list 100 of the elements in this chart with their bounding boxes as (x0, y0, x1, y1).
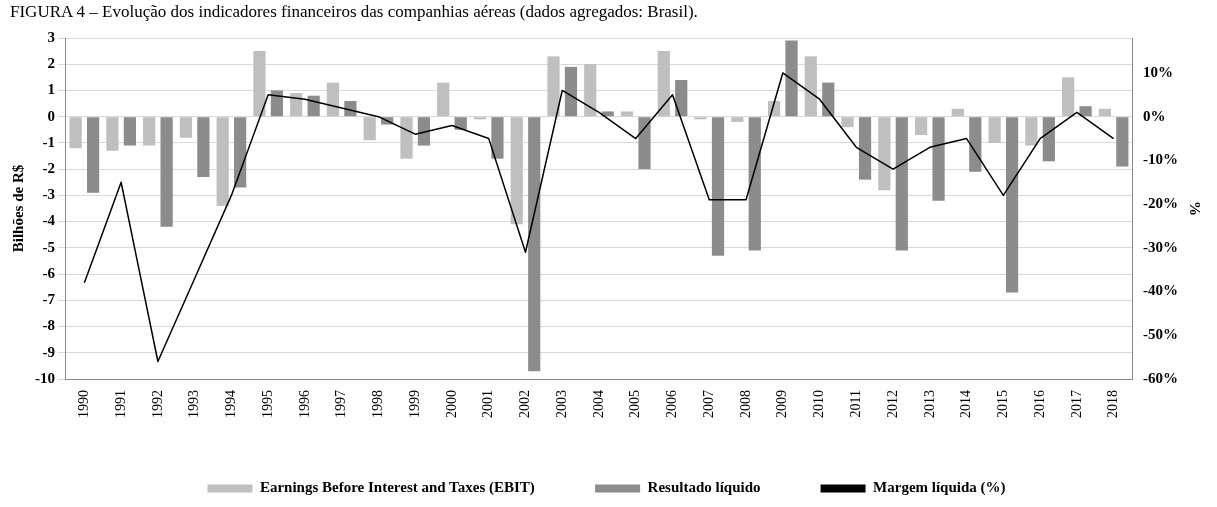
bar (197, 117, 210, 178)
x-tick-label: 1995 (259, 390, 275, 418)
x-tick-label: 1999 (406, 390, 422, 418)
bar (363, 117, 376, 141)
y-tick-label: -1 (42, 133, 55, 150)
y-tick-label: -9 (42, 343, 55, 360)
y2-tick-label: -10% (1143, 151, 1178, 168)
x-tick-label: 1992 (149, 390, 165, 418)
x-tick-label: 1993 (186, 390, 202, 418)
bar (822, 82, 835, 117)
y-tick-label: 3 (47, 28, 55, 45)
bar (969, 117, 982, 172)
x-tick-label: 2013 (921, 390, 937, 418)
y-tick-label: -6 (42, 264, 56, 281)
bar (143, 117, 156, 146)
x-tick-label: 2014 (958, 390, 974, 418)
y-tick-label: -7 (42, 291, 56, 308)
bar (86, 117, 100, 193)
x-tick-label: 2009 (774, 390, 790, 418)
x-tick-label: 2003 (553, 390, 569, 418)
bar (234, 117, 247, 188)
bar (69, 117, 82, 149)
x-tick-label: 1990 (76, 390, 92, 418)
x-tick-label: 2018 (1105, 390, 1121, 418)
x-tick-label: 1991 (112, 390, 128, 418)
bar (988, 117, 1001, 143)
x-tick-label: 2015 (995, 390, 1011, 418)
y2-tick-label: 0% (1143, 107, 1166, 124)
bar (106, 117, 119, 151)
x-tick-label: 2002 (517, 390, 533, 418)
bar (858, 117, 872, 180)
y-tick-label: -4 (42, 212, 56, 229)
bar (601, 111, 614, 117)
bar (1116, 117, 1129, 167)
bar (179, 117, 193, 138)
x-tick-label: 1997 (333, 390, 349, 418)
x-tick-label: 2010 (811, 390, 827, 418)
legend-label: Resultado líquido (647, 479, 761, 496)
y2-tick-label: -20% (1143, 195, 1178, 211)
y-tick-label: 2 (47, 55, 55, 72)
bar (711, 117, 725, 256)
bar (473, 117, 487, 120)
bar (675, 79, 688, 117)
bar (914, 117, 928, 136)
y-tick-label: -8 (42, 317, 55, 334)
bar (400, 117, 413, 159)
bar (657, 51, 670, 117)
y-tick-label: 0 (47, 107, 55, 124)
y2-tick-label: -50% (1143, 326, 1178, 343)
y-tick-label: -10 (35, 369, 55, 386)
y-tick-label: -5 (42, 238, 55, 255)
y-axis-title: Bilhões de R$ (9, 164, 26, 253)
bar (1098, 108, 1112, 117)
x-tick-label: 1996 (296, 390, 312, 418)
x-tick-label: 2000 (443, 390, 459, 418)
x-tick-label: 2005 (627, 390, 643, 418)
bar (895, 117, 908, 251)
bar (216, 117, 229, 206)
bar (564, 66, 578, 117)
legend-label: Earnings Before Interest and Taxes (EBIT) (259, 479, 535, 497)
bar (253, 51, 266, 117)
y2-tick-label: 10% (1143, 63, 1173, 80)
x-tick-label: 2017 (1068, 390, 1084, 418)
bar (731, 117, 744, 122)
bar (123, 117, 136, 146)
bar (620, 111, 634, 117)
bar (694, 117, 707, 120)
x-tick-label: 1994 (223, 390, 239, 418)
y-tick-label: -3 (42, 186, 55, 203)
x-tick-label: 2008 (737, 390, 753, 418)
bar (1079, 106, 1092, 117)
x-tick-label: 2004 (590, 390, 606, 418)
chart-title: FIGURA 4 – Evolução dos indicadores financeiros das companhias aéreas (dados agregados: Brasil). (9, 1, 699, 23)
x-tick-label: 2012 (884, 390, 900, 418)
bar (785, 40, 798, 117)
x-tick-label: 2016 (1031, 390, 1047, 418)
legend-label: Margem líquida (%) (873, 479, 1006, 497)
y2-axis-title: % (1187, 201, 1204, 216)
x-tick-label: 2006 (664, 390, 680, 418)
bar (290, 93, 303, 117)
y-tick-label: -2 (42, 160, 55, 177)
bar (510, 117, 523, 225)
bar (841, 117, 854, 128)
bar (270, 90, 284, 117)
bar (326, 82, 340, 117)
bar (748, 117, 761, 251)
y2-tick-label: -60% (1143, 369, 1178, 386)
bar (1025, 117, 1038, 146)
bar (547, 56, 560, 117)
y2-tick-label: -40% (1143, 282, 1178, 299)
y2-tick-label: -30% (1143, 238, 1178, 255)
bar (951, 108, 964, 117)
y-tick-label: 1 (47, 81, 55, 98)
bar (804, 56, 817, 117)
bar (417, 117, 431, 146)
bar (1005, 117, 1019, 293)
bar (932, 117, 945, 201)
bar (878, 117, 891, 191)
x-tick-label: 1998 (370, 390, 386, 418)
x-tick-label: 2001 (480, 390, 496, 418)
